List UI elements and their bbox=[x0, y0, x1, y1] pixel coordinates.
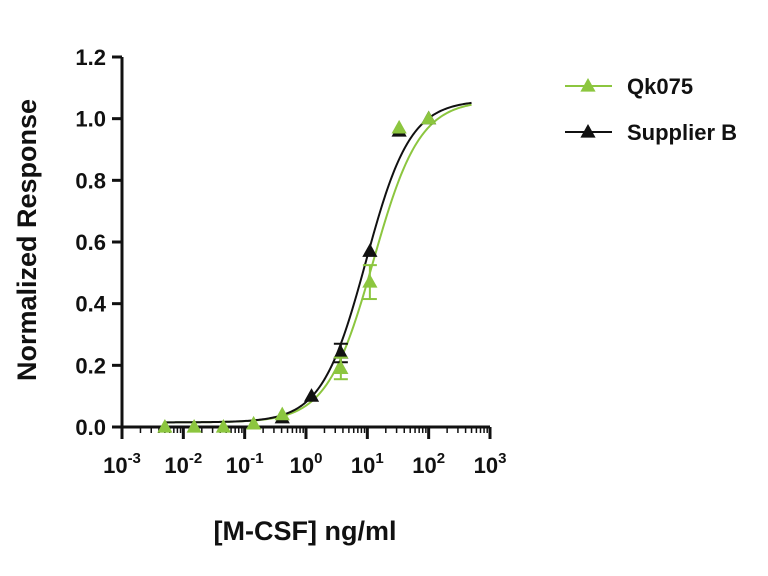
fit-curves bbox=[164, 101, 472, 424]
data-point bbox=[274, 406, 290, 421]
data-point bbox=[246, 415, 262, 430]
x-tick-label: 102 bbox=[412, 450, 445, 478]
fit-curve bbox=[164, 101, 472, 424]
data-point bbox=[333, 345, 349, 359]
legend-label: Qk075 bbox=[627, 74, 693, 99]
legend-marker bbox=[580, 78, 596, 92]
y-tick-label: 0.8 bbox=[75, 168, 106, 193]
y-tick-label: 0.2 bbox=[75, 353, 106, 378]
y-tick-label: 0.0 bbox=[75, 415, 106, 440]
x-tick-label: 10-2 bbox=[164, 450, 202, 478]
y-axis: 0.0 0.2 0.4 0.6 0.8 1.0 1.2 bbox=[75, 45, 124, 440]
y-tick-label: 1.2 bbox=[75, 45, 106, 70]
legend: Qk075 Supplier B bbox=[565, 74, 737, 145]
y-tick-label: 1.0 bbox=[75, 107, 106, 132]
data-point bbox=[333, 360, 349, 375]
data-point bbox=[215, 419, 231, 433]
x-tick-label: 10-1 bbox=[226, 450, 264, 478]
legend-marker bbox=[580, 124, 596, 138]
data-point bbox=[186, 419, 202, 433]
data-point bbox=[303, 388, 320, 402]
x-tick-label: 100 bbox=[290, 450, 323, 478]
data-point bbox=[391, 119, 407, 134]
x-axis-title: [M-CSF] ng/ml bbox=[214, 516, 397, 546]
x-tick-label: 10-3 bbox=[103, 450, 141, 478]
x-axis: 10-3 10-2 10-1 100 101 102 103 bbox=[103, 425, 507, 478]
fit-curve bbox=[164, 103, 472, 424]
y-tick-label: 0.4 bbox=[75, 292, 106, 317]
x-tick-label: 101 bbox=[351, 450, 384, 478]
data-points bbox=[157, 110, 437, 433]
y-tick-label: 0.6 bbox=[75, 230, 106, 255]
data-point bbox=[421, 110, 437, 125]
legend-label: Supplier B bbox=[627, 120, 737, 145]
x-tick-label: 103 bbox=[474, 450, 507, 478]
data-point bbox=[362, 274, 378, 288]
data-point bbox=[362, 243, 378, 257]
y-axis-title: Normalized Response bbox=[12, 99, 42, 381]
data-point bbox=[157, 419, 173, 433]
